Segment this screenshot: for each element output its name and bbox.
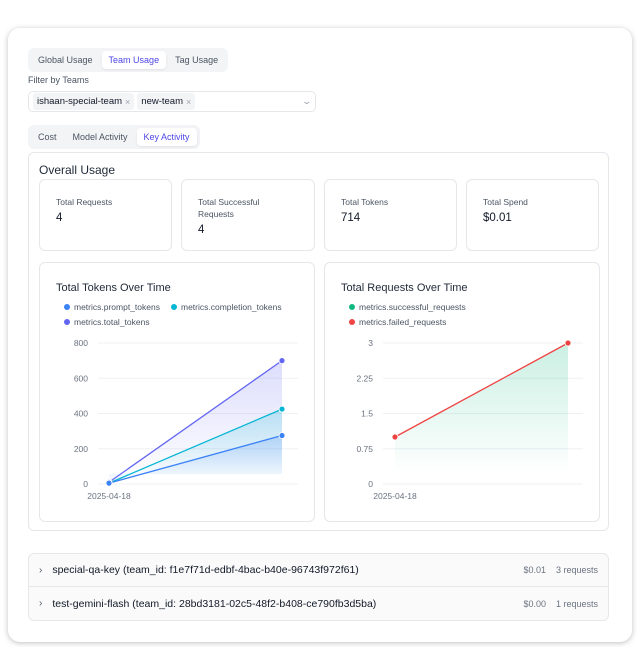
y-tick-label: 3 (368, 338, 373, 348)
key-name: test-gemini-flash (team_id: 28bd3181-02c… (52, 597, 377, 610)
y-tick-label: 0 (368, 479, 373, 489)
data-point (278, 357, 286, 365)
tab-model-activity[interactable]: Model Activity (72, 132, 128, 142)
close-icon[interactable]: × (186, 96, 192, 107)
chevron-right-icon[interactable]: › (39, 564, 43, 576)
legend-dot (349, 304, 355, 310)
requests-chart-card: Total Requests Over Time metrics.success… (324, 262, 600, 522)
data-point (105, 479, 113, 487)
team-chip: new-team × (137, 93, 196, 110)
y-tick-label: 0.75 (356, 444, 373, 454)
x-tick-label: 2025-04-18 (373, 491, 417, 501)
overall-usage-title: Overall Usage (39, 163, 116, 177)
y-tick-label: 2.25 (356, 373, 373, 383)
stat-value: $0.01 (483, 212, 512, 224)
requests-chart: 0 0.75 1.5 2.25 3 2025-04-18 (356, 338, 583, 501)
legend-label: metrics.completion_tokens (181, 302, 282, 312)
legend-label: metrics.failed_requests (359, 317, 447, 327)
legend-item[interactable]: metrics.prompt_tokens (64, 302, 160, 312)
legend-item[interactable]: metrics.total_tokens (64, 317, 150, 327)
usage-tabs: Global Usage Team Usage Tag Usage (28, 48, 229, 72)
stat-value: 4 (198, 224, 205, 236)
key-accordion: › special-qa-key (team_id: f1e7f71d-edbf… (28, 553, 609, 621)
tokens-chart-card: Total Tokens Over Time metrics.prompt_to… (39, 262, 315, 522)
stat-label: Total Tokens (341, 197, 389, 207)
key-row[interactable]: › special-qa-key (team_id: f1e7f71d-edbf… (29, 554, 608, 587)
line-metrics-failed-requests (394, 342, 569, 438)
stat-value: 714 (341, 212, 361, 224)
data-point (278, 432, 286, 439)
legend-label: metrics.prompt_tokens (74, 302, 160, 312)
key-name: special-qa-key (team_id: f1e7f71d-edbf-4… (52, 564, 359, 576)
legend-dot (64, 319, 70, 325)
key-requests: 3 requests (555, 565, 598, 575)
chevron-right-icon[interactable]: › (39, 598, 43, 609)
legend-label: metrics.total_tokens (74, 317, 150, 327)
tokens-chart: 0 200 400 600 800 2025-04-18 (74, 338, 298, 501)
y-tick-label: 600 (74, 373, 88, 383)
y-tick-label: 1.5 (361, 409, 373, 419)
data-point (391, 433, 399, 441)
key-spend: $0.00 (523, 598, 546, 609)
line-metrics-total-tokens (108, 360, 283, 483)
y-tick-label: 0 (83, 479, 88, 489)
team-chip-label: new-team (141, 96, 183, 107)
stat-total-tokens: Total Tokens 714 (324, 179, 457, 251)
activity-tabs: Cost Model Activity Key Activity (28, 125, 200, 149)
key-spend: $0.01 (523, 565, 546, 575)
chart-title: Total Tokens Over Time (56, 282, 171, 294)
stat-total-requests: Total Requests 4 (39, 179, 172, 251)
legend-dot (64, 304, 70, 310)
tab-global-usage[interactable]: Global Usage (38, 55, 93, 65)
legend-dot (171, 304, 177, 310)
area-metrics-successful-requests (395, 343, 568, 474)
x-tick-label: 2025-04-18 (87, 491, 131, 501)
stat-label: Total Spend (483, 197, 528, 207)
stat-label: Total Successful Requests (198, 197, 260, 219)
data-point (564, 339, 572, 347)
filter-label: Filter by Teams (28, 75, 89, 85)
chevron-down-icon[interactable]: ⌄ (301, 96, 313, 106)
legend-item[interactable]: metrics.completion_tokens (171, 302, 282, 312)
stat-total-successful: Total Successful Requests 4 (181, 179, 315, 251)
y-tick-label: 400 (74, 409, 88, 419)
y-tick-label: 200 (74, 444, 88, 454)
tab-key-activity[interactable]: Key Activity (136, 128, 197, 146)
legend-item[interactable]: metrics.failed_requests (349, 317, 446, 327)
close-icon[interactable]: × (125, 96, 131, 107)
legend-dot (349, 319, 355, 325)
team-filter-select[interactable]: ishaan-special-team × new-team × ⌄ (28, 91, 316, 112)
team-chip: ishaan-special-team × (33, 93, 135, 110)
tab-team-usage[interactable]: Team Usage (101, 51, 167, 69)
key-row[interactable]: › test-gemini-flash (team_id: 28bd3181-0… (29, 587, 608, 620)
tab-cost[interactable]: Cost (38, 132, 57, 142)
y-tick-label: 800 (74, 338, 88, 348)
line-metrics-completion-tokens (108, 408, 283, 484)
stat-label: Total Requests (56, 197, 113, 207)
key-requests: 1 requests (555, 598, 598, 609)
stat-total-spend: Total Spend $0.01 (466, 179, 599, 251)
data-point (278, 405, 286, 413)
team-chip-label: ishaan-special-team (37, 96, 123, 107)
stat-value: 4 (56, 212, 63, 224)
chart-title: Total Requests Over Time (341, 282, 468, 294)
line-metrics-prompt-tokens (108, 434, 283, 484)
legend-label: metrics.successful_requests (359, 302, 466, 312)
tab-tag-usage[interactable]: Tag Usage (175, 55, 219, 65)
legend-item[interactable]: metrics.successful_requests (349, 302, 466, 312)
